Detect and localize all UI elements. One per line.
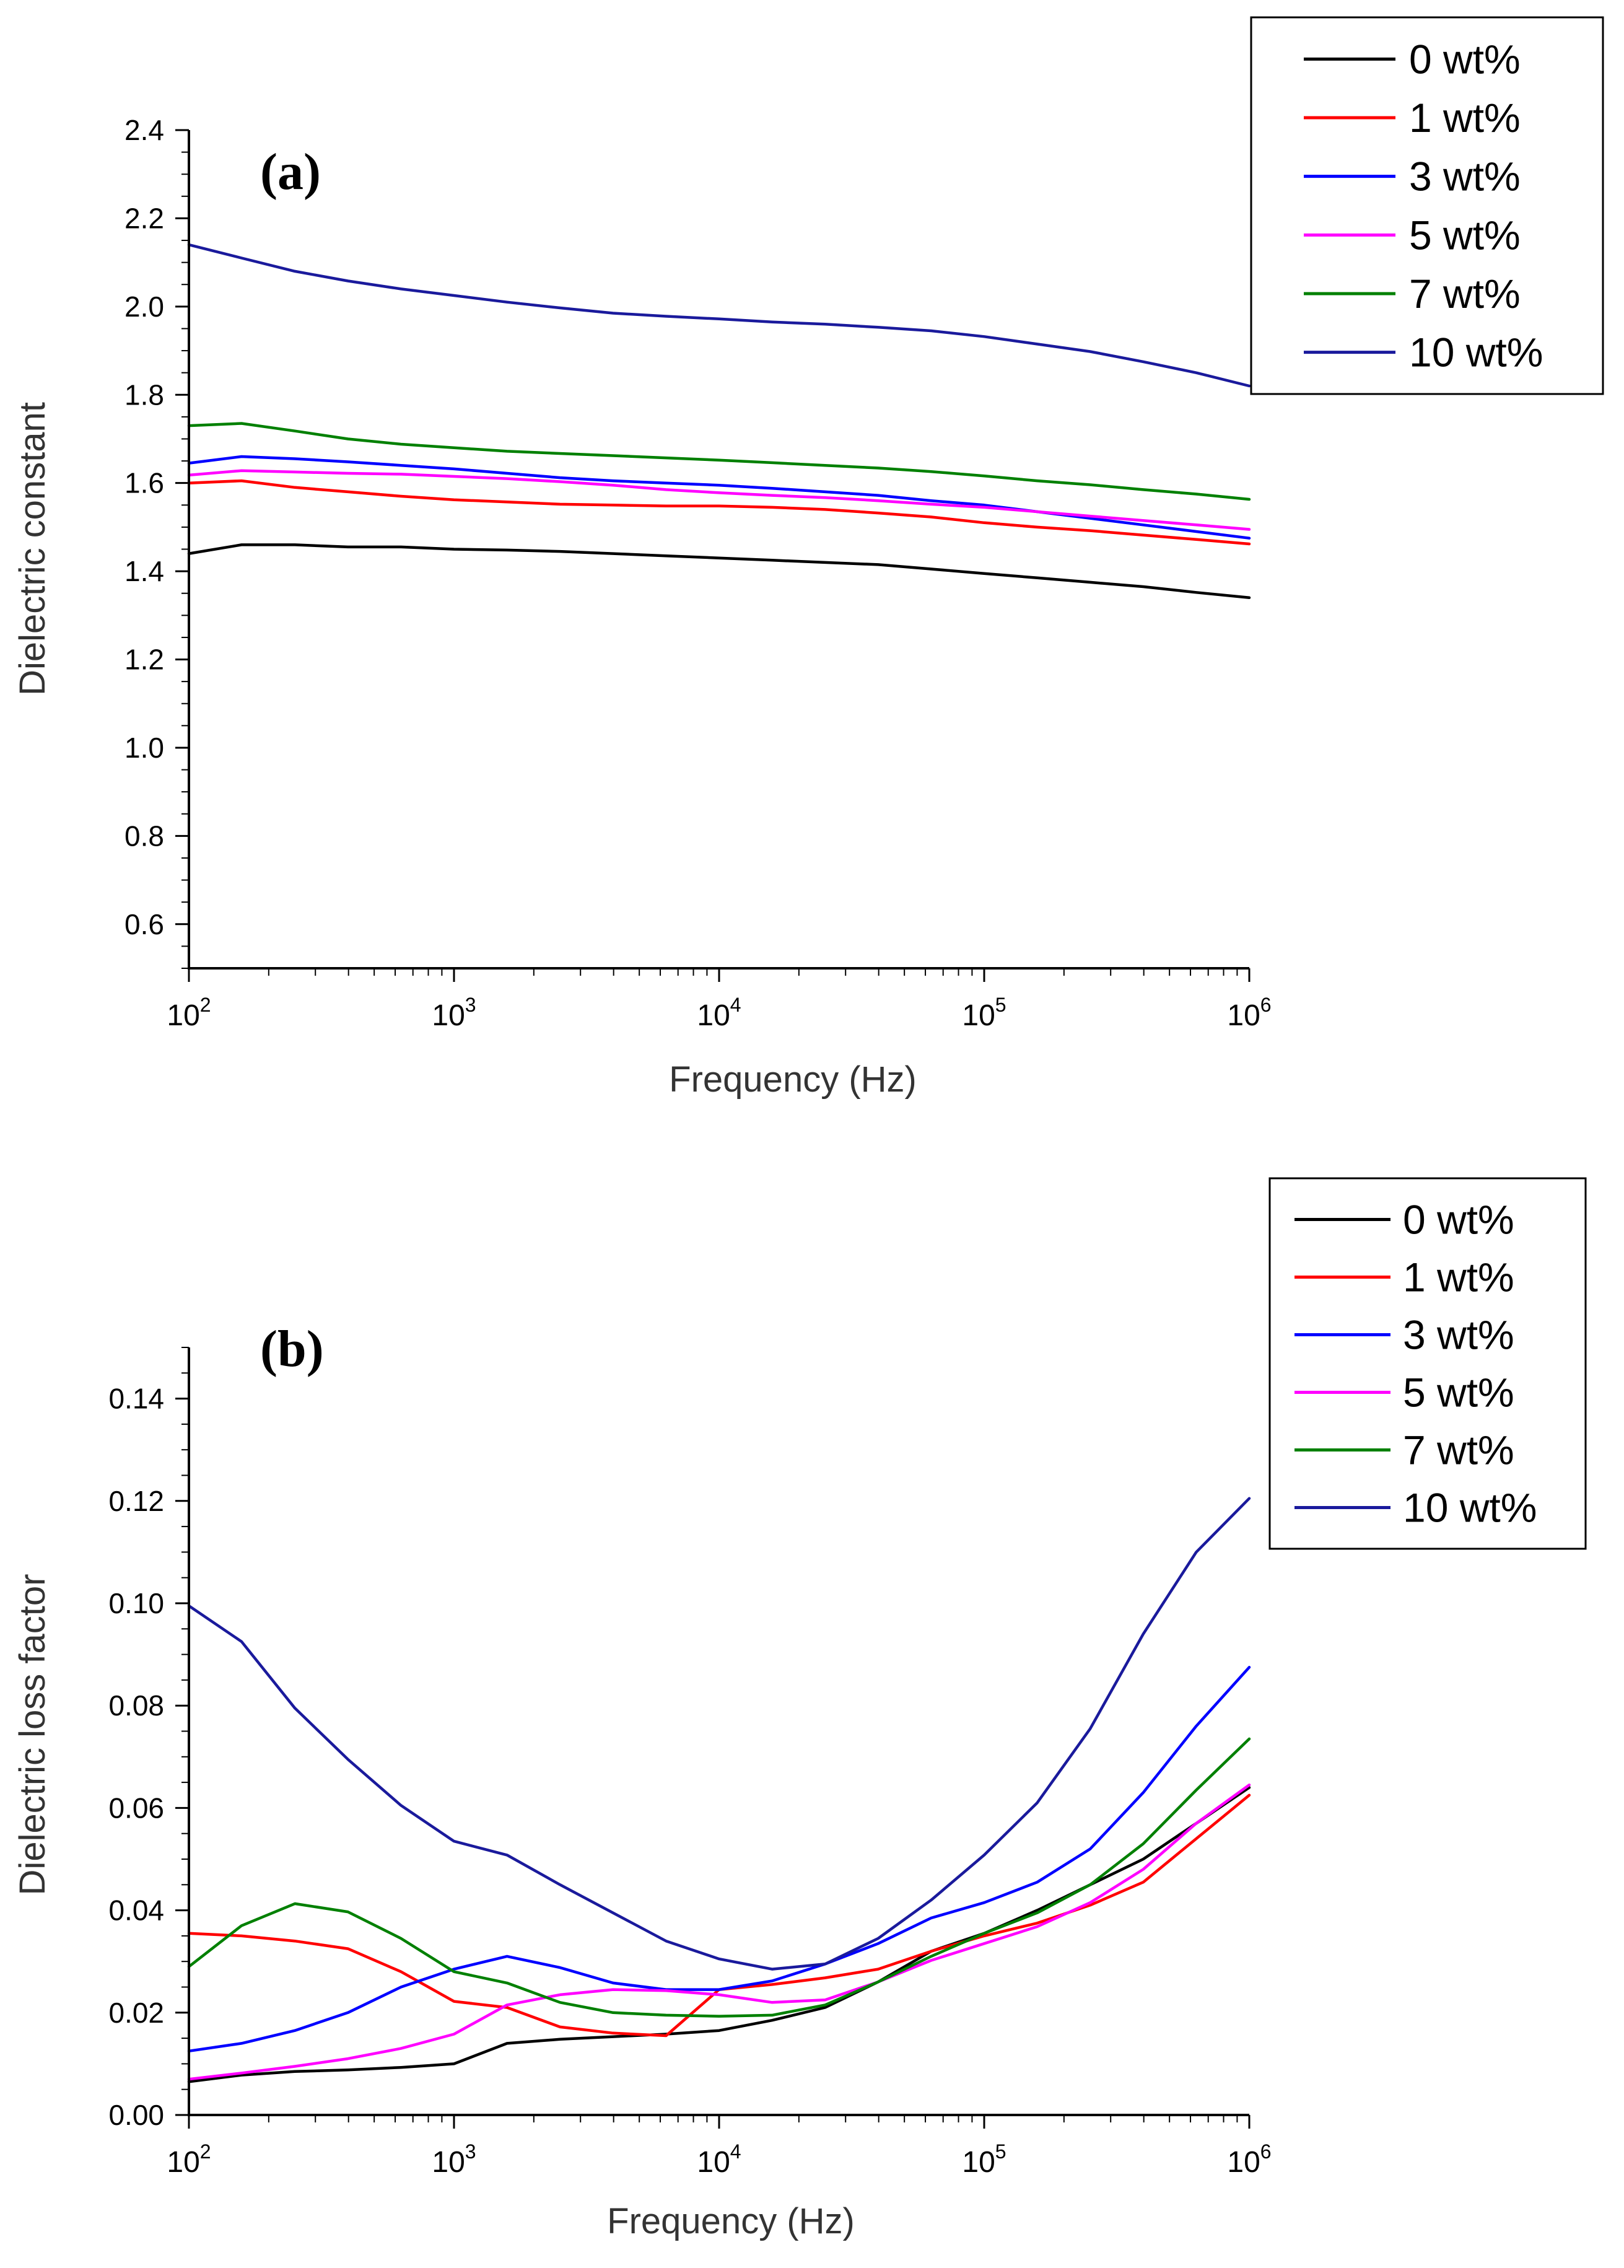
- panel-b-dielectric-loss-factor: 102 103 104 105 106 0.000.020.040.060.080.10…: [12, 1177, 1587, 2241]
- series-line-0-wt: [187, 543, 1251, 600]
- legend-items: 0 wt% 1 wt% 3 wt% 5 wt% 7 wt% 10 wt%: [1304, 36, 1543, 375]
- series-line-10-wt: [187, 243, 1251, 388]
- x-axis-label: Frequency (Hz): [607, 2201, 855, 2241]
- series-line-3-wt: [187, 455, 1251, 540]
- y-tick-label: 1.2: [124, 644, 164, 676]
- y-tick-label: 0.06: [108, 1792, 164, 1824]
- y-tick-label: 0.04: [108, 1894, 164, 1927]
- panel-label: (b): [260, 1320, 324, 1378]
- legend-label: 3 wt%: [1403, 1312, 1514, 1358]
- legend: 0 wt% 1 wt% 3 wt% 5 wt% 7 wt% 10 wt%: [1250, 16, 1604, 395]
- series-line-5-wt: [187, 1783, 1251, 2081]
- legend-label: 3 wt%: [1409, 154, 1521, 199]
- y-tick-label: 0.14: [108, 1383, 164, 1415]
- legend-label: 0 wt%: [1409, 36, 1521, 82]
- legend: 0 wt% 1 wt% 3 wt% 5 wt% 7 wt% 10 wt%: [1268, 1177, 1587, 1550]
- series-line-7-wt: [187, 1737, 1251, 2018]
- y-tick-label: 0.12: [108, 1485, 164, 1517]
- plot-series: [187, 1497, 1251, 2083]
- panel-a-dielectric-constant: 102 103 104 105 106 0.6 0.8 1.0 1.2 1.4 1.6 1.8 2.0…: [12, 16, 1604, 1100]
- y-tick-label: 1.6: [124, 467, 164, 499]
- legend-label: 0 wt%: [1403, 1197, 1514, 1243]
- axes-frame: [188, 130, 1249, 970]
- legend-label: 5 wt%: [1409, 212, 1521, 258]
- x-axis-label: Frequency (Hz): [669, 1059, 917, 1100]
- legend-label: 10 wt%: [1403, 1485, 1537, 1531]
- y-tick-label: 2.4: [124, 114, 164, 146]
- plot-series: [187, 243, 1251, 600]
- y-tick-label: 0.08: [108, 1689, 164, 1722]
- x-tick-label: 106: [1227, 994, 1271, 1032]
- series-line-7-wt: [187, 422, 1251, 501]
- y-tick-label: 0.6: [124, 908, 164, 940]
- series-line-1-wt: [187, 479, 1251, 546]
- series-line-10-wt: [187, 1497, 1251, 1971]
- legend-label: 1 wt%: [1403, 1254, 1514, 1300]
- legend-label: 7 wt%: [1409, 271, 1521, 317]
- legend-label: 1 wt%: [1409, 95, 1521, 141]
- x-tick-label: 106: [1227, 2140, 1271, 2179]
- y-axis-label: Dielectric constant: [12, 402, 53, 696]
- series-line-3-wt: [187, 1666, 1251, 2053]
- x-tick-label: 102: [167, 994, 211, 1032]
- x-axis-ticks: 102 103 104 105 106: [167, 968, 1272, 1032]
- y-tick-label: 2.0: [124, 291, 164, 323]
- legend-label: 7 wt%: [1403, 1427, 1514, 1473]
- legend-label: 10 wt%: [1409, 330, 1543, 375]
- axes-frame: [188, 1347, 1249, 2116]
- x-tick-label: 104: [697, 994, 741, 1032]
- x-tick-label: 103: [432, 2140, 476, 2179]
- series-line-5-wt: [187, 469, 1251, 531]
- y-axis-label: Dielectric loss factor: [12, 1574, 53, 1896]
- legend-items: 0 wt% 1 wt% 3 wt% 5 wt% 7 wt% 10 wt%: [1294, 1197, 1537, 1531]
- y-tick-label: 1.0: [124, 732, 164, 764]
- y-tick-label: 0.10: [108, 1587, 164, 1619]
- y-tick-label: 0.8: [124, 820, 164, 852]
- legend-label: 5 wt%: [1403, 1370, 1514, 1416]
- legend-box: [1268, 1177, 1587, 1550]
- legend-box: [1250, 16, 1604, 395]
- panel-label: (a): [260, 143, 321, 201]
- y-tick-label: 1.8: [124, 379, 164, 411]
- y-tick-label: 0.00: [108, 2099, 164, 2131]
- y-tick-label: 0.02: [108, 1997, 164, 2029]
- y-tick-label: 1.4: [124, 555, 164, 587]
- y-tick-label: 2.2: [124, 202, 164, 234]
